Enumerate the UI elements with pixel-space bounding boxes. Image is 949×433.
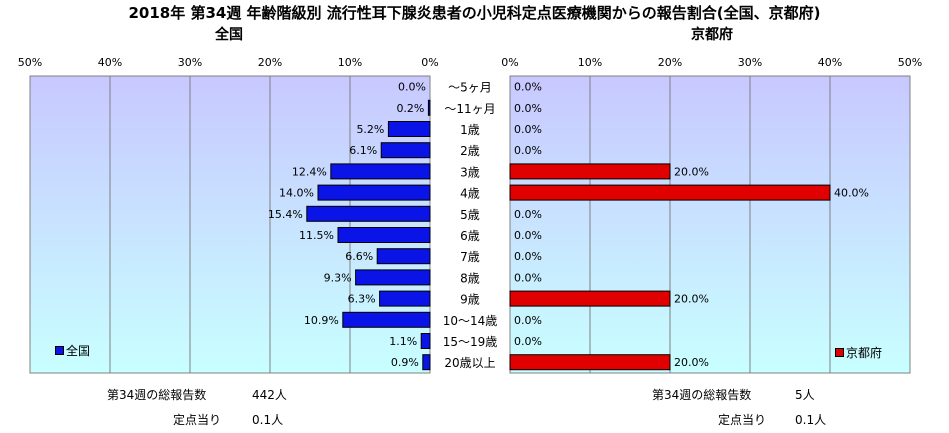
kyoto-data-label: 0.0% [514, 81, 542, 94]
category-label: 10～14歳 [443, 314, 498, 328]
national-bar [380, 142, 431, 159]
national-data-label: 0.0% [398, 81, 426, 94]
national-data-label: 1.1% [389, 335, 417, 348]
kyoto-tick-label: 0% [501, 56, 518, 69]
kyoto-data-label: 20.0% [674, 356, 709, 369]
national-data-label: 11.5% [299, 229, 334, 242]
kyoto-tick-label: 30% [738, 56, 762, 69]
category-label: 3歳 [460, 165, 480, 179]
national-bar [337, 227, 431, 243]
category-label: 4歳 [460, 187, 480, 201]
kyoto-tick-label: 40% [818, 56, 842, 69]
national-data-label: 6.3% [348, 293, 376, 306]
category-label: 5歳 [460, 208, 480, 222]
national-panel-title: 全国 [215, 27, 243, 43]
kyoto-tick-label: 10% [578, 56, 602, 69]
national-per-label: 定点当り [173, 413, 222, 427]
national-data-label: 0.9% [391, 356, 419, 369]
kyoto-data-label: 0.0% [514, 144, 542, 157]
kyoto-data-label: 20.0% [674, 165, 709, 178]
category-label: ～5ヶ月 [448, 81, 492, 95]
national-plot-area [29, 75, 431, 374]
category-label: 8歳 [460, 271, 480, 285]
national-bar [387, 121, 431, 137]
category-label: ～11ヶ月 [444, 102, 495, 116]
national-bar [306, 205, 431, 222]
kyoto-data-label: 0.0% [514, 271, 542, 284]
national-tick-label: 40% [98, 56, 122, 69]
kyoto-legend: 京都府 [835, 344, 882, 361]
category-label: 1歳 [460, 123, 480, 137]
national-data-label: 5.2% [356, 123, 384, 136]
national-legend-swatch [55, 346, 64, 355]
kyoto-legend-label: 京都府 [846, 346, 883, 360]
national-bar [422, 354, 431, 371]
kyoto-data-label: 0.0% [514, 123, 542, 136]
kyoto-data-label: 20.0% [674, 293, 709, 306]
category-label: 9歳 [460, 293, 480, 307]
national-data-label: 15.4% [268, 208, 303, 221]
kyoto-data-label: 40.0% [834, 187, 869, 200]
national-bar [355, 269, 431, 286]
kyoto-data-label: 0.0% [514, 208, 542, 221]
kyoto-bar [509, 163, 671, 180]
national-bar [420, 333, 431, 349]
kyoto-data-label: 0.0% [514, 250, 542, 263]
kyoto-data-label: 0.0% [514, 335, 542, 348]
national-data-label: 9.3% [324, 271, 352, 284]
national-data-label: 10.9% [304, 314, 339, 327]
kyoto-bar [509, 354, 671, 371]
national-legend: 全国 [55, 342, 90, 359]
national-data-label: 12.4% [292, 165, 327, 178]
national-total-label: 第34週の総報告数 [107, 388, 207, 402]
kyoto-per-value: 0.1人 [795, 413, 827, 427]
national-tick-label: 50% [18, 56, 42, 69]
national-bar [342, 311, 431, 328]
national-data-label: 6.1% [349, 144, 377, 157]
national-total-value: 442人 [252, 388, 287, 402]
national-tick-label: 30% [178, 56, 202, 69]
kyoto-legend-swatch [835, 348, 844, 357]
kyoto-total-value: 5人 [795, 388, 815, 402]
national-data-label: 6.6% [345, 250, 373, 263]
national-bar [317, 184, 431, 201]
national-per-value: 0.1人 [252, 413, 284, 427]
kyoto-bar [509, 290, 671, 307]
kyoto-bar [509, 184, 831, 201]
kyoto-data-label: 0.0% [514, 314, 542, 327]
category-label: 6歳 [460, 229, 480, 243]
kyoto-panel-title: 京都府 [691, 27, 733, 43]
kyoto-tick-label: 20% [658, 56, 682, 69]
kyoto-total-label: 第34週の総報告数 [652, 388, 752, 402]
category-label: 15～19歳 [443, 335, 498, 349]
kyoto-per-label: 定点当り [718, 413, 767, 427]
national-data-label: 14.0% [279, 187, 314, 200]
kyoto-data-label: 0.0% [514, 102, 542, 115]
national-bar [427, 99, 431, 116]
national-bar [376, 248, 431, 265]
national-bar [330, 163, 431, 180]
category-label: 7歳 [460, 250, 480, 264]
national-tick-label: 0% [421, 56, 438, 69]
kyoto-data-label: 0.0% [514, 229, 542, 242]
category-label: 2歳 [460, 144, 480, 158]
national-tick-label: 10% [338, 56, 362, 69]
kyoto-tick-label: 50% [898, 56, 922, 69]
category-label: 20歳以上 [444, 356, 495, 370]
national-data-label: 0.2% [396, 102, 424, 115]
page-title: 2018年 第34週 年齢階級別 流行性耳下腺炎患者の小児科定点医療機関からの報… [128, 4, 821, 22]
national-bar [379, 290, 431, 307]
national-legend-label: 全国 [66, 344, 91, 358]
kyoto-plot-area [509, 75, 911, 374]
national-tick-label: 20% [258, 56, 282, 69]
